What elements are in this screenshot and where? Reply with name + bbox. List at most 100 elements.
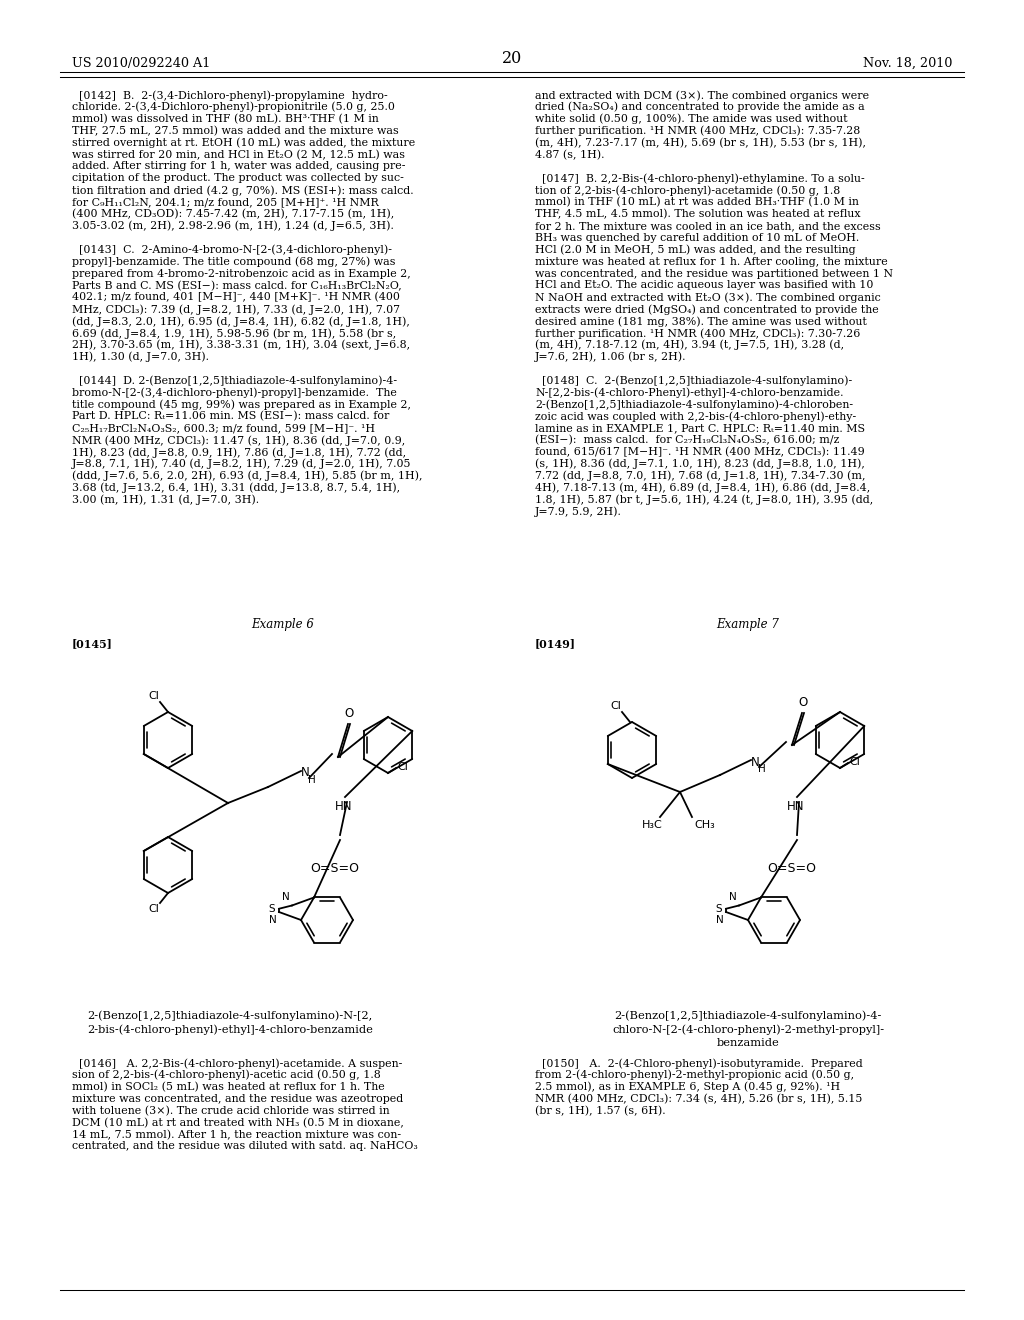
Text: zoic acid was coupled with 2,2-bis-(4-chloro-phenyl)-ethy-: zoic acid was coupled with 2,2-bis-(4-ch…	[535, 412, 856, 422]
Text: was concentrated, and the residue was partitioned between 1 N: was concentrated, and the residue was pa…	[535, 268, 893, 279]
Text: cipitation of the product. The product was collected by suc-: cipitation of the product. The product w…	[72, 173, 403, 183]
Text: for C₉H₁₁Cl₂N, 204.1; m/z found, 205 [M+H]⁺. ¹H NMR: for C₉H₁₁Cl₂N, 204.1; m/z found, 205 [M+…	[72, 197, 379, 207]
Text: Cl: Cl	[148, 690, 159, 701]
Text: 2-(Benzo[1,2,5]thiadiazole-4-sulfonylamino)-4-chloroben-: 2-(Benzo[1,2,5]thiadiazole-4-sulfonylami…	[535, 400, 853, 411]
Text: desired amine (181 mg, 38%). The amine was used without: desired amine (181 mg, 38%). The amine w…	[535, 315, 867, 326]
Text: THF, 27.5 mL, 27.5 mmol) was added and the mixture was: THF, 27.5 mL, 27.5 mmol) was added and t…	[72, 125, 398, 136]
Text: [0148]  C.  2-(Benzo[1,2,5]thiadiazole-4-sulfonylamino)-: [0148] C. 2-(Benzo[1,2,5]thiadiazole-4-s…	[535, 376, 852, 387]
Text: 2-bis-(4-chloro-phenyl)-ethyl]-4-chloro-benzamide: 2-bis-(4-chloro-phenyl)-ethyl]-4-chloro-…	[87, 1024, 373, 1035]
Text: mixture was heated at reflux for 1 h. After cooling, the mixture: mixture was heated at reflux for 1 h. Af…	[535, 256, 888, 267]
Text: HN: HN	[787, 800, 805, 813]
Text: mmol) was dissolved in THF (80 mL). BH³·THF (1 M in: mmol) was dissolved in THF (80 mL). BH³·…	[72, 114, 379, 124]
Text: NMR (400 MHz, CDCl₃): 7.34 (s, 4H), 5.26 (br s, 1H), 5.15: NMR (400 MHz, CDCl₃): 7.34 (s, 4H), 5.26…	[535, 1094, 862, 1104]
Text: (dd, J=8.3, 2.0, 1H), 6.95 (d, J=8.4, 1H), 6.82 (d, J=1.8, 1H),: (dd, J=8.3, 2.0, 1H), 6.95 (d, J=8.4, 1H…	[72, 315, 410, 326]
Text: [0145]: [0145]	[72, 638, 113, 649]
Text: 2-(Benzo[1,2,5]thiadiazole-4-sulfonylamino)-N-[2,: 2-(Benzo[1,2,5]thiadiazole-4-sulfonylami…	[87, 1010, 373, 1020]
Text: BH₃ was quenched by careful addition of 10 mL of MeOH.: BH₃ was quenched by careful addition of …	[535, 232, 859, 243]
Text: 1H), 1.30 (d, J=7.0, 3H).: 1H), 1.30 (d, J=7.0, 3H).	[72, 352, 209, 363]
Text: O=S=O: O=S=O	[310, 862, 359, 875]
Text: white solid (0.50 g, 100%). The amide was used without: white solid (0.50 g, 100%). The amide wa…	[535, 114, 848, 124]
Text: (m, 4H), 7.23-7.17 (m, 4H), 5.69 (br s, 1H), 5.53 (br s, 1H),: (m, 4H), 7.23-7.17 (m, 4H), 5.69 (br s, …	[535, 137, 866, 148]
Text: (br s, 1H), 1.57 (s, 6H).: (br s, 1H), 1.57 (s, 6H).	[535, 1106, 666, 1115]
Text: O: O	[799, 696, 808, 709]
Text: and extracted with DCM (3×). The combined organics were: and extracted with DCM (3×). The combine…	[535, 90, 869, 100]
Text: with toluene (3×). The crude acid chloride was stirred in: with toluene (3×). The crude acid chlori…	[72, 1106, 389, 1115]
Text: 2-(Benzo[1,2,5]thiadiazole-4-sulfonylamino)-4-: 2-(Benzo[1,2,5]thiadiazole-4-sulfonylami…	[614, 1010, 882, 1020]
Text: [0150]   A.  2-(4-Chloro-phenyl)-isobutyramide.  Prepared: [0150] A. 2-(4-Chloro-phenyl)-isobutyram…	[535, 1059, 863, 1069]
Text: benzamide: benzamide	[717, 1038, 779, 1048]
Text: Example 6: Example 6	[252, 618, 314, 631]
Text: found, 615/617 [M−H]⁻. ¹H NMR (400 MHz, CDCl₃): 11.49: found, 615/617 [M−H]⁻. ¹H NMR (400 MHz, …	[535, 447, 864, 457]
Text: further purification. ¹H NMR (400 MHz, CDCl₃): 7.30-7.26: further purification. ¹H NMR (400 MHz, C…	[535, 327, 860, 338]
Text: 14 mL, 7.5 mmol). After 1 h, the reaction mixture was con-: 14 mL, 7.5 mmol). After 1 h, the reactio…	[72, 1130, 401, 1139]
Text: [0142]  B.  2-(3,4-Dichloro-phenyl)-propylamine  hydro-: [0142] B. 2-(3,4-Dichloro-phenyl)-propyl…	[72, 90, 388, 100]
Text: further purification. ¹H NMR (400 MHz, CDCl₃): 7.35-7.28: further purification. ¹H NMR (400 MHz, C…	[535, 125, 860, 136]
Text: 20: 20	[502, 50, 522, 67]
Text: 1H), 8.23 (dd, J=8.8, 0.9, 1H), 7.86 (d, J=1.8, 1H), 7.72 (dd,: 1H), 8.23 (dd, J=8.8, 0.9, 1H), 7.86 (d,…	[72, 447, 407, 458]
Text: lamine as in EXAMPLE 1, Part C. HPLC: Rₜ=11.40 min. MS: lamine as in EXAMPLE 1, Part C. HPLC: Rₜ…	[535, 424, 865, 433]
Text: HCl and Et₂O. The acidic aqueous layer was basified with 10: HCl and Et₂O. The acidic aqueous layer w…	[535, 280, 873, 290]
Text: J=7.9, 5.9, 2H).: J=7.9, 5.9, 2H).	[535, 507, 622, 517]
Text: chloro-N-[2-(4-chloro-phenyl)-2-methyl-propyl]-: chloro-N-[2-(4-chloro-phenyl)-2-methyl-p…	[612, 1024, 884, 1035]
Text: chloride. 2-(3,4-Dichloro-phenyl)-propionitrile (5.0 g, 25.0: chloride. 2-(3,4-Dichloro-phenyl)-propio…	[72, 102, 395, 112]
Text: prepared from 4-bromo-2-nitrobenzoic acid as in Example 2,: prepared from 4-bromo-2-nitrobenzoic aci…	[72, 268, 411, 279]
Text: H₃C: H₃C	[642, 820, 663, 830]
Text: N: N	[269, 915, 278, 925]
Text: 2H), 3.70-3.65 (m, 1H), 3.38-3.31 (m, 1H), 3.04 (sext, J=6.8,: 2H), 3.70-3.65 (m, 1H), 3.38-3.31 (m, 1H…	[72, 341, 411, 351]
Text: Cl: Cl	[610, 701, 621, 711]
Text: 3.00 (m, 1H), 1.31 (d, J=7.0, 3H).: 3.00 (m, 1H), 1.31 (d, J=7.0, 3H).	[72, 495, 259, 506]
Text: (ESI−):  mass calcd.  for C₂₇H₁₉Cl₃N₄O₃S₂, 616.00; m/z: (ESI−): mass calcd. for C₂₇H₁₉Cl₃N₄O₃S₂,…	[535, 436, 840, 445]
Text: 3.68 (td, J=13.2, 6.4, 1H), 3.31 (ddd, J=13.8, 8.7, 5.4, 1H),: 3.68 (td, J=13.2, 6.4, 1H), 3.31 (ddd, J…	[72, 483, 400, 494]
Text: mmol) in THF (10 mL) at rt was added BH₃·THF (1.0 M in: mmol) in THF (10 mL) at rt was added BH₃…	[535, 197, 859, 207]
Text: (s, 1H), 8.36 (dd, J=7.1, 1.0, 1H), 8.23 (dd, J=8.8, 1.0, 1H),: (s, 1H), 8.36 (dd, J=7.1, 1.0, 1H), 8.23…	[535, 459, 865, 470]
Text: 3.05-3.02 (m, 2H), 2.98-2.96 (m, 1H), 1.24 (d, J=6.5, 3H).: 3.05-3.02 (m, 2H), 2.98-2.96 (m, 1H), 1.…	[72, 220, 394, 231]
Text: N-[2,2-bis-(4-chloro-Phenyl)-ethyl]-4-chloro-benzamide.: N-[2,2-bis-(4-chloro-Phenyl)-ethyl]-4-ch…	[535, 388, 844, 399]
Text: Nov. 18, 2010: Nov. 18, 2010	[862, 57, 952, 70]
Text: mmol) in SOCl₂ (5 mL) was heated at reflux for 1 h. The: mmol) in SOCl₂ (5 mL) was heated at refl…	[72, 1082, 385, 1092]
Text: N: N	[716, 915, 724, 925]
Text: (400 MHz, CD₃OD): 7.45-7.42 (m, 2H), 7.17-7.15 (m, 1H),: (400 MHz, CD₃OD): 7.45-7.42 (m, 2H), 7.1…	[72, 209, 394, 219]
Text: tion of 2,2-bis-(4-chloro-phenyl)-acetamide (0.50 g, 1.8: tion of 2,2-bis-(4-chloro-phenyl)-acetam…	[535, 185, 841, 195]
Text: N NaOH and extracted with Et₂O (3×). The combined organic: N NaOH and extracted with Et₂O (3×). The…	[535, 292, 881, 302]
Text: Part D. HPLC: Rₜ=11.06 min. MS (ESI−): mass calcd. for: Part D. HPLC: Rₜ=11.06 min. MS (ESI−): m…	[72, 412, 389, 421]
Text: was stirred for 20 min, and HCl in Et₂O (2 M, 12.5 mL) was: was stirred for 20 min, and HCl in Et₂O …	[72, 149, 406, 160]
Text: NMR (400 MHz, CDCl₃): 11.47 (s, 1H), 8.36 (dd, J=7.0, 0.9,: NMR (400 MHz, CDCl₃): 11.47 (s, 1H), 8.3…	[72, 436, 406, 446]
Text: HCl (2.0 M in MeOH, 5 mL) was added, and the resulting: HCl (2.0 M in MeOH, 5 mL) was added, and…	[535, 244, 856, 255]
Text: [0146]   A. 2,2-Bis-(4-chloro-phenyl)-acetamide. A suspen-: [0146] A. 2,2-Bis-(4-chloro-phenyl)-acet…	[72, 1059, 402, 1069]
Text: [0149]: [0149]	[535, 638, 575, 649]
Text: extracts were dried (MgSO₄) and concentrated to provide the: extracts were dried (MgSO₄) and concentr…	[535, 304, 879, 314]
Text: stirred overnight at rt. EtOH (10 mL) was added, the mixture: stirred overnight at rt. EtOH (10 mL) wa…	[72, 137, 416, 148]
Text: [0147]  B. 2,2-Bis-(4-chloro-phenyl)-ethylamine. To a solu-: [0147] B. 2,2-Bis-(4-chloro-phenyl)-ethy…	[535, 173, 864, 183]
Text: J=8.8, 7.1, 1H), 7.40 (d, J=8.2, 1H), 7.29 (d, J=2.0, 1H), 7.05: J=8.8, 7.1, 1H), 7.40 (d, J=8.2, 1H), 7.…	[72, 459, 412, 470]
Text: O: O	[344, 708, 353, 719]
Text: C₂₅H₁₇BrCl₂N₄O₃S₂, 600.3; m/z found, 599 [M−H]⁻. ¹H: C₂₅H₁₇BrCl₂N₄O₃S₂, 600.3; m/z found, 599…	[72, 424, 375, 433]
Text: added. After stirring for 1 h, water was added, causing pre-: added. After stirring for 1 h, water was…	[72, 161, 406, 172]
Text: N: N	[729, 892, 737, 903]
Text: 402.1; m/z found, 401 [M−H]⁻, 440 [M+K]⁻. ¹H NMR (400: 402.1; m/z found, 401 [M−H]⁻, 440 [M+K]⁻…	[72, 292, 400, 302]
Text: 4.87 (s, 1H).: 4.87 (s, 1H).	[535, 149, 604, 160]
Text: 1.8, 1H), 5.87 (br t, J=5.6, 1H), 4.24 (t, J=8.0, 1H), 3.95 (dd,: 1.8, 1H), 5.87 (br t, J=5.6, 1H), 4.24 (…	[535, 495, 873, 506]
Text: mixture was concentrated, and the residue was azeotroped: mixture was concentrated, and the residu…	[72, 1094, 403, 1104]
Text: J=7.6, 2H), 1.06 (br s, 2H).: J=7.6, 2H), 1.06 (br s, 2H).	[535, 352, 686, 363]
Text: tion filtration and dried (4.2 g, 70%). MS (ESI+): mass calcd.: tion filtration and dried (4.2 g, 70%). …	[72, 185, 414, 195]
Text: N: N	[751, 755, 760, 768]
Text: Cl: Cl	[849, 756, 860, 767]
Text: 7.72 (dd, J=8.8, 7.0, 1H), 7.68 (d, J=1.8, 1H), 7.34-7.30 (m,: 7.72 (dd, J=8.8, 7.0, 1H), 7.68 (d, J=1.…	[535, 471, 865, 482]
Text: bromo-N-[2-(3,4-dichloro-phenyl)-propyl]-benzamide.  The: bromo-N-[2-(3,4-dichloro-phenyl)-propyl]…	[72, 388, 397, 399]
Text: MHz, CDCl₃): 7.39 (d, J=8.2, 1H), 7.33 (d, J=2.0, 1H), 7.07: MHz, CDCl₃): 7.39 (d, J=8.2, 1H), 7.33 (…	[72, 304, 400, 314]
Text: propyl]-benzamide. The title compound (68 mg, 27%) was: propyl]-benzamide. The title compound (6…	[72, 256, 395, 267]
Text: sion of 2,2-bis-(4-chloro-phenyl)-acetic acid (0.50 g, 1.8: sion of 2,2-bis-(4-chloro-phenyl)-acetic…	[72, 1071, 381, 1081]
Text: O=S=O: O=S=O	[767, 862, 816, 875]
Text: HN: HN	[335, 800, 352, 813]
Text: N: N	[301, 767, 309, 780]
Text: N: N	[283, 892, 290, 903]
Text: Cl: Cl	[397, 762, 408, 772]
Text: for 2 h. The mixture was cooled in an ice bath, and the excess: for 2 h. The mixture was cooled in an ic…	[535, 220, 881, 231]
Text: (ddd, J=7.6, 5.6, 2.0, 2H), 6.93 (d, J=8.4, 1H), 5.85 (br m, 1H),: (ddd, J=7.6, 5.6, 2.0, 2H), 6.93 (d, J=8…	[72, 471, 423, 482]
Text: Parts B and C. MS (ESI−): mass calcd. for C₁₆H₁₃BrCl₂N₂O,: Parts B and C. MS (ESI−): mass calcd. fo…	[72, 280, 401, 290]
Text: [0143]  C.  2-Amino-4-bromo-N-[2-(3,4-dichloro-phenyl)-: [0143] C. 2-Amino-4-bromo-N-[2-(3,4-dich…	[72, 244, 392, 255]
Text: THF, 4.5 mL, 4.5 mmol). The solution was heated at reflux: THF, 4.5 mL, 4.5 mmol). The solution was…	[535, 209, 860, 219]
Text: CH₃: CH₃	[694, 820, 716, 830]
Text: title compound (45 mg, 99%) was prepared as in Example 2,: title compound (45 mg, 99%) was prepared…	[72, 400, 411, 411]
Text: dried (Na₂SO₄) and concentrated to provide the amide as a: dried (Na₂SO₄) and concentrated to provi…	[535, 102, 864, 112]
